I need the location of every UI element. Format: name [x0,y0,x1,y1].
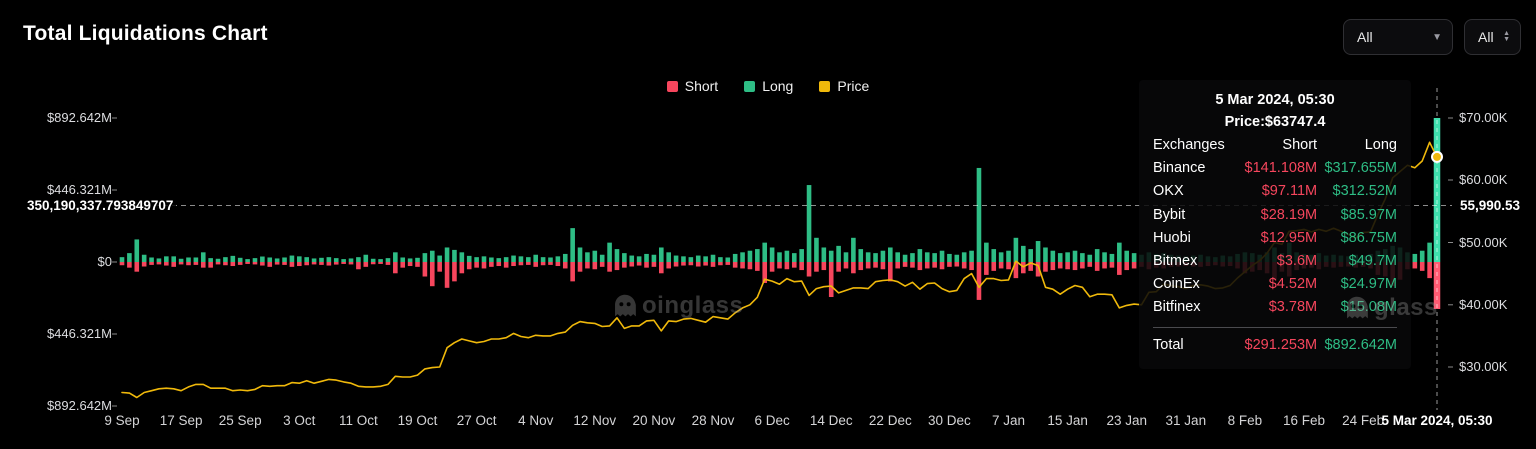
y-axis-tick: $50.00K [1459,234,1508,250]
page-title: Total Liquidations Chart [23,22,268,45]
x-axis-tick-selected: 5 Mar 2024, 05:30 [1381,413,1493,428]
up-down-arrows-icon: ▲ ▼ [1503,30,1510,43]
legend-swatch [666,80,678,92]
y-axis-tick: $70.00K [1459,110,1508,125]
x-axis-tick: 4 Nov [518,413,554,428]
legend-item-price[interactable]: Price [819,78,869,94]
x-axis-tick: 16 Feb [1283,413,1326,428]
legend-item-long[interactable]: Long [744,78,793,94]
x-axis-tick: 11 Oct [339,413,378,428]
symbol-filter-dropdown[interactable]: All ▼ [1343,19,1453,55]
tooltip-total-row: Total $291.253M $892.642M [1153,336,1397,353]
chevron-down-icon: ▼ [1432,31,1442,43]
tooltip-row: OKX $97.11M $312.52M [1153,183,1397,200]
x-axis-tick: 17 Sep [159,413,203,428]
symbol-filter-value: All [1357,29,1373,45]
x-axis-tick: 30 Dec [928,413,971,428]
tooltip-rows: Binance $141.108M $317.655M OKX $97.11M $312.… [1153,157,1397,319]
x-axis-tick: 14 Dec [809,413,853,428]
crosshair-price-label: 55,990.53 [1457,197,1524,214]
x-axis-tick: 8 Feb [1227,413,1263,428]
chart-legend: Short Long Price [0,78,1536,94]
x-axis-tick: 25 Sep [218,413,262,428]
tooltip-price: Price:$63747.4 [1224,114,1326,130]
x-axis-tick: 27 Oct [456,413,497,428]
tooltip-row: Bitfinex $3.78M $15.08M [1153,299,1397,316]
legend-item-short[interactable]: Short [666,78,718,94]
x-axis-tick: 20 Nov [632,413,676,428]
x-axis-tick: 6 Dec [754,413,790,428]
y-axis-tick: $446.321M [46,326,112,341]
chart-tooltip: 5 Mar 2024, 05:30 Price:$63747.4 Exchang… [1139,80,1411,369]
legend-swatch [744,80,756,92]
x-axis-tick: 22 Dec [868,413,912,428]
tooltip-header-row: Exchanges Short Long [1153,137,1397,153]
x-axis-tick: 15 Jan [1047,413,1088,428]
x-axis-tick: 28 Nov [691,413,735,428]
tooltip-row: Bitmex $3.6M $49.7M [1153,253,1397,270]
y-axis-tick: $892.642M [46,398,112,413]
tooltip-date: 5 Mar 2024, 05:30 [1215,92,1335,108]
y-axis-tick: $446.321M [46,182,112,197]
y-axis-tick: $30.00K [1459,359,1508,374]
y-axis-tick: $892.642M [46,110,112,125]
tooltip-row: CoinEx $4.52M $24.97M [1153,276,1397,293]
x-axis-tick: 3 Oct [283,413,316,428]
x-axis-tick: 19 Oct [397,413,438,428]
tooltip-row: Huobi $12.95M $86.75M [1153,229,1397,246]
crosshair-value-label: 350,190,337.793849707 [24,197,177,214]
x-axis: 9 Sep 17 Sep 25 Sep 3 Oct 11 Oct 19 Oct 27 Oct… [0,413,1536,435]
range-filter-value: All [1478,29,1494,45]
x-axis-tick: 31 Jan [1165,413,1207,428]
y-axis-tick: $60.00K [1459,172,1508,187]
tooltip-row: Bybit $28.19M $85.97M [1153,206,1397,223]
y-axis-tick: $40.00K [1459,296,1508,312]
x-axis-tick: 12 Nov [573,413,617,428]
y-axis-tick: $0 [97,254,112,269]
tooltip-row: Binance $141.108M $317.655M [1153,160,1397,177]
tooltip-divider [1153,326,1397,328]
legend-swatch [819,80,831,92]
x-axis-tick: 24 Feb [1342,413,1385,428]
x-axis-tick: 23 Jan [1106,413,1147,428]
x-axis-tick: 7 Jan [992,413,1026,428]
range-filter-dropdown[interactable]: All ▲ ▼ [1464,19,1521,55]
x-axis-tick: 9 Sep [104,413,140,428]
